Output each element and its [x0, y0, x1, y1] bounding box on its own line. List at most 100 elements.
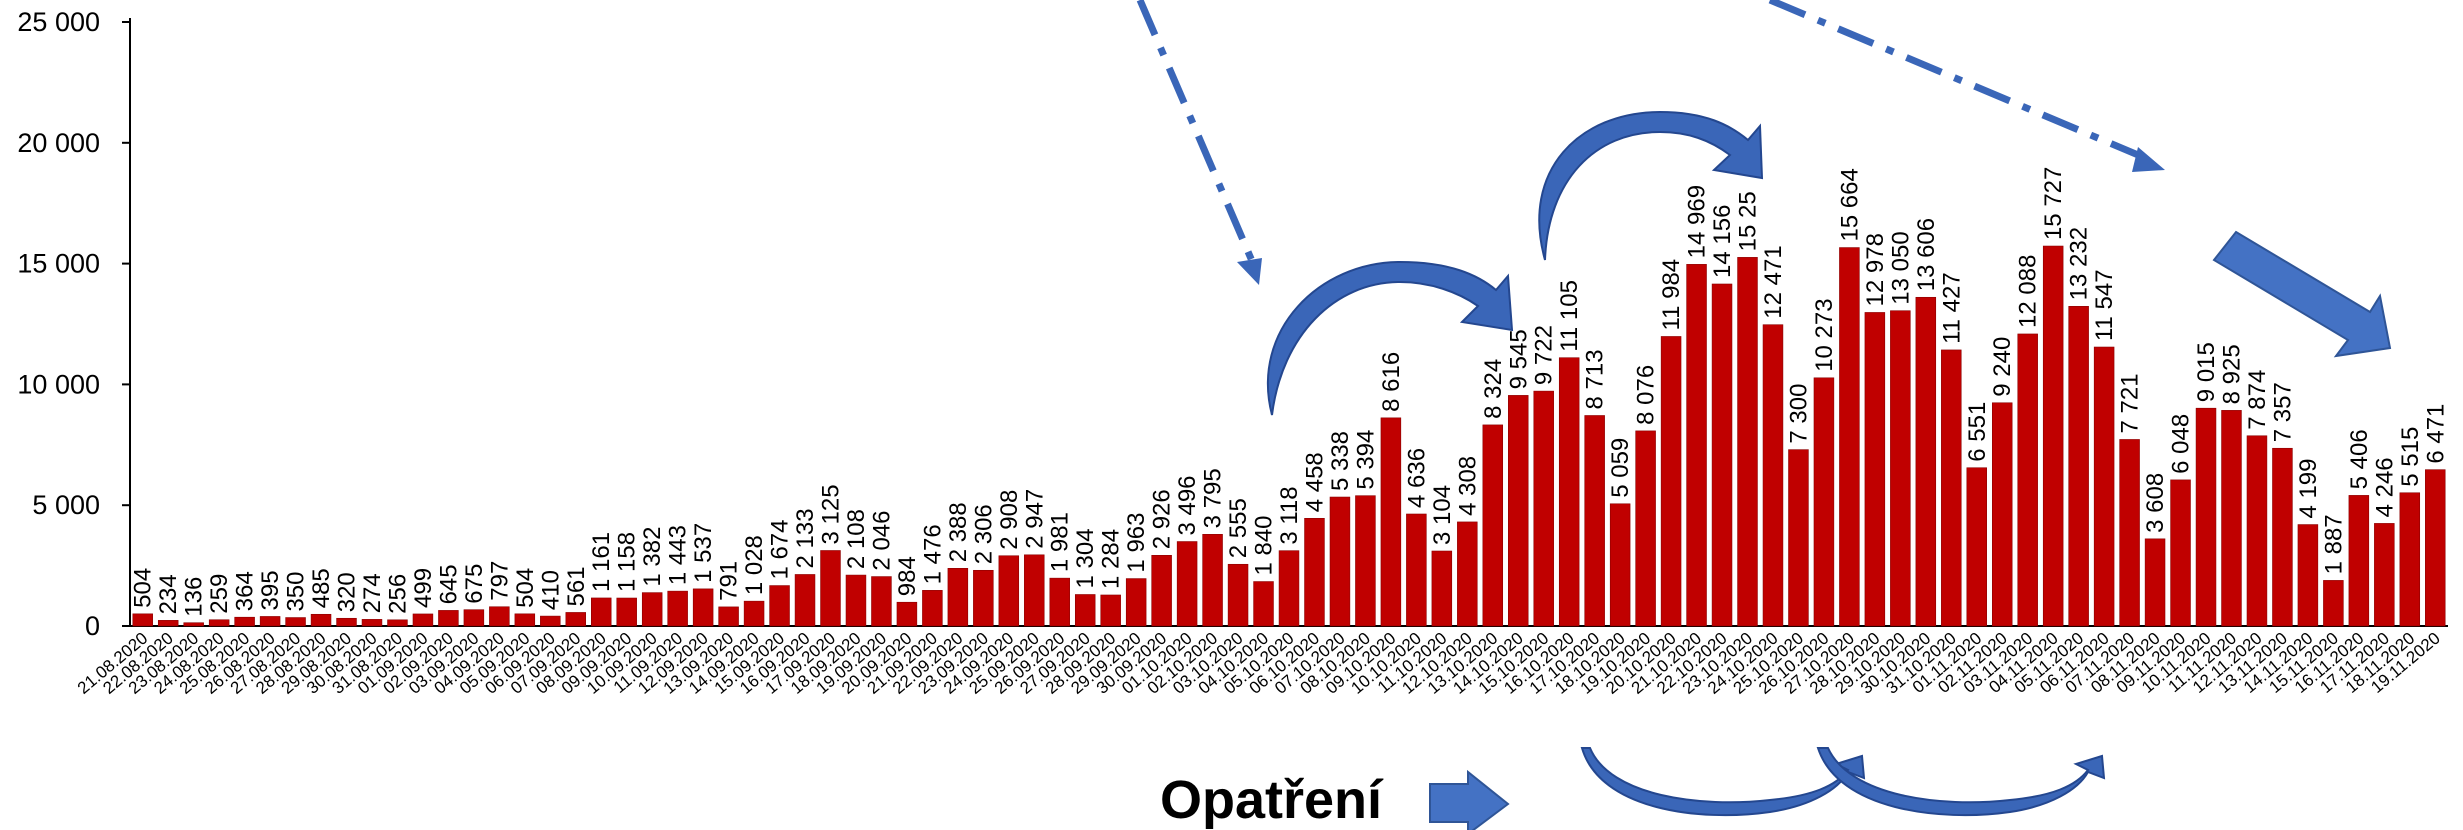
data-label: 6 471 [2422, 404, 2449, 464]
curved-arrow-icon [1266, 260, 1514, 416]
bar [794, 574, 816, 627]
data-label: 11 427 [1938, 272, 1965, 344]
data-label: 2 306 [970, 504, 997, 564]
data-label: 15 664 [1836, 168, 1863, 241]
bar [591, 597, 612, 627]
data-label: 984 [894, 556, 921, 596]
data-label: 2 388 [945, 502, 972, 562]
data-label: 5 338 [1327, 431, 1354, 491]
bar [1813, 377, 1835, 627]
data-label: 9 015 [2193, 342, 2220, 402]
data-label: 5 394 [1352, 430, 1379, 490]
bar [2425, 469, 2446, 627]
data-label: 1 674 [767, 519, 794, 579]
y-tick-label: 15 000 [17, 249, 100, 279]
data-label: 8 616 [1378, 352, 1405, 412]
data-label: 6 551 [1964, 402, 1991, 462]
data-label: 256 [384, 574, 411, 614]
dashed-arrow-head-icon [1237, 258, 1262, 285]
data-label: 15 25 [1735, 191, 1762, 251]
data-label: 4 199 [2295, 458, 2322, 518]
x-tick-labels-group: 21.08.202022.08.202023.08.202024.08.2020… [74, 629, 2444, 698]
bar [1788, 449, 1809, 627]
data-label: 4 458 [1301, 452, 1328, 512]
bar [1839, 247, 1860, 627]
bar [208, 619, 230, 627]
bar [183, 622, 204, 627]
bar [234, 616, 255, 627]
bar [1074, 594, 1096, 627]
data-label: 791 [716, 561, 743, 601]
data-label: 2 908 [996, 490, 1023, 550]
bar [336, 617, 357, 627]
data-label: 9 722 [1531, 325, 1558, 385]
data-label: 5 059 [1607, 438, 1634, 498]
bar [514, 613, 536, 627]
bar [565, 612, 587, 627]
bar [1711, 283, 1733, 627]
bar [361, 619, 383, 627]
bar [1737, 257, 1758, 627]
bar [1558, 357, 1580, 627]
data-label: 8 076 [1633, 365, 1660, 425]
bar [922, 590, 943, 627]
bar [667, 590, 688, 627]
bar [438, 610, 459, 627]
bar [1762, 324, 1784, 627]
data-label: 645 [435, 564, 462, 604]
dashed-arrow-head-icon [2132, 147, 2165, 172]
bar [1915, 296, 1937, 627]
bar [1508, 395, 1529, 627]
data-label: 4 246 [2371, 457, 2398, 517]
bar [641, 592, 663, 627]
bar [1660, 336, 1682, 627]
data-label: 7 721 [2117, 373, 2144, 433]
data-label: 2 046 [868, 511, 895, 571]
bar [1202, 534, 1223, 627]
data-label: 7 874 [2244, 370, 2271, 430]
bar [1227, 563, 1249, 627]
data-label: 5 406 [2346, 429, 2373, 489]
data-label: 259 [206, 574, 233, 614]
bar [2272, 447, 2293, 627]
bar [2297, 524, 2319, 627]
bars-group [132, 245, 2446, 627]
data-label: 410 [537, 570, 564, 610]
data-label: 8 324 [1480, 359, 1507, 419]
data-label: 1 304 [1072, 528, 1099, 588]
bar [1406, 513, 1427, 627]
bar [2246, 435, 2268, 627]
bar [1304, 517, 1325, 627]
bar [2399, 492, 2421, 627]
data-label: 7 300 [1785, 384, 1812, 444]
y-tick-label: 25 000 [17, 7, 100, 37]
data-label: 3 795 [1200, 468, 1227, 528]
data-label: 1 284 [1098, 529, 1125, 589]
data-label: 14 969 [1684, 185, 1711, 258]
bar [1151, 555, 1172, 627]
data-label: 320 [334, 572, 361, 612]
data-label: 5 515 [2397, 427, 2424, 487]
bar [1609, 503, 1631, 627]
data-label: 395 [257, 570, 284, 610]
bar [412, 613, 434, 627]
data-label: 1 840 [1251, 515, 1278, 575]
bar [2374, 523, 2395, 627]
data-label: 8 713 [1582, 349, 1609, 409]
bar [1125, 578, 1147, 627]
data-label: 1 158 [614, 532, 641, 592]
bar [1584, 415, 1605, 627]
data-label: 485 [308, 568, 335, 608]
bar [692, 588, 714, 627]
dashed-arrow-icon [1768, 0, 2152, 164]
data-label: 10 273 [1811, 298, 1838, 371]
data-label: 2 133 [792, 508, 819, 568]
data-label: 12 978 [1862, 233, 1889, 306]
bar [947, 568, 969, 627]
data-label: 675 [461, 564, 488, 604]
bar [1457, 521, 1478, 627]
bar [871, 576, 892, 627]
data-label: 504 [130, 568, 157, 608]
bar [1355, 495, 1376, 627]
